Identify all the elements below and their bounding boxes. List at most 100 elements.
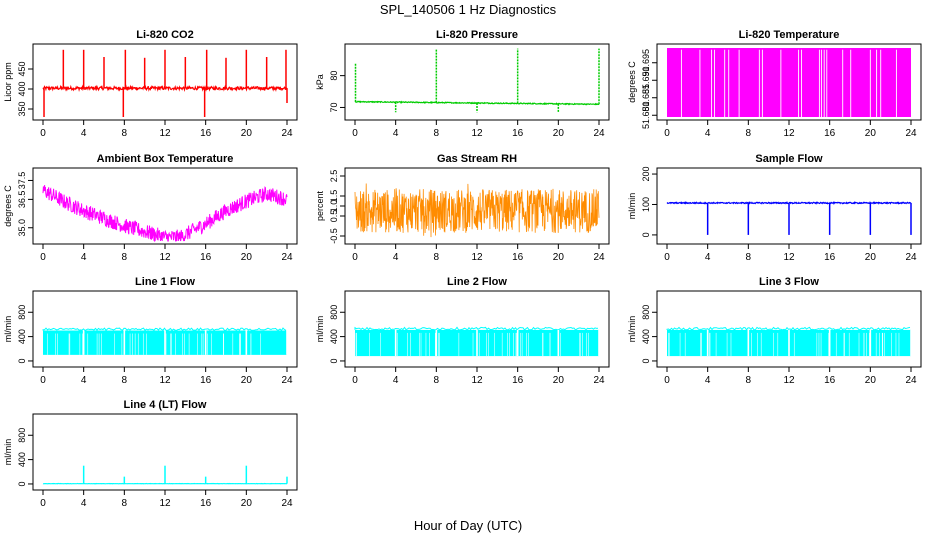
x-tick-label: 8 xyxy=(434,252,440,263)
y-axis-label: ml/min xyxy=(3,316,13,343)
chart-title: Line 3 Flow xyxy=(759,276,819,288)
data-gap xyxy=(706,329,709,357)
y-axis-label: Licor ppm xyxy=(3,62,13,102)
y-tick-label: 1.0 xyxy=(329,200,339,213)
chart-panel: Line 1 Flow 0 4 8 12 16 20 24 0 400 800 ml/min xyxy=(3,276,298,386)
x-tick-label: 0 xyxy=(352,128,358,139)
y-tick-label: 400 xyxy=(17,329,27,344)
chart-panel: Line 2 Flow 0 4 8 12 16 20 24 0 400 800 ml/min xyxy=(315,276,610,386)
x-tick-label: 4 xyxy=(393,128,399,139)
x-tick-label: 20 xyxy=(553,252,565,263)
data-gap xyxy=(728,49,730,117)
y-tick-label: 400 xyxy=(17,81,27,96)
data-gap xyxy=(580,332,581,357)
x-tick-label: 8 xyxy=(434,375,440,386)
data-gap xyxy=(910,329,912,357)
data-gap xyxy=(188,333,190,355)
chart-title: Line 1 Flow xyxy=(135,276,195,288)
data-gap xyxy=(724,49,726,117)
data-gap xyxy=(699,49,701,117)
data-gap xyxy=(132,333,133,355)
data-gap xyxy=(788,329,790,357)
x-tick-label: 20 xyxy=(241,375,253,386)
x-tick-label: 8 xyxy=(746,128,752,139)
data-gap xyxy=(842,49,844,117)
data-gap xyxy=(714,49,716,117)
y-tick-label: 51.685 xyxy=(641,84,651,112)
data-gap xyxy=(793,332,795,357)
data-gap xyxy=(588,332,589,357)
data-gap xyxy=(175,333,176,355)
chart-panel: Li-820 CO2 0 4 8 12 16 20 24 350 400 450 Licor ppm xyxy=(3,29,298,139)
data-gap xyxy=(419,332,420,357)
x-tick-label: 4 xyxy=(81,498,87,509)
data-gap xyxy=(898,332,900,357)
y-tick-label: 51.690 xyxy=(641,66,651,94)
data-gap xyxy=(875,332,877,357)
x-tick-label: 16 xyxy=(512,128,524,139)
data-top-edge xyxy=(354,326,599,331)
data-gap xyxy=(816,332,818,357)
data-gap xyxy=(711,49,713,117)
x-tick-label: 20 xyxy=(553,128,565,139)
data-gap xyxy=(773,332,774,357)
x-tick-label: 8 xyxy=(746,375,752,386)
data-gap xyxy=(586,332,587,357)
figure-title: SPL_140506 1 Hz Diagnostics xyxy=(379,2,557,17)
data-gap xyxy=(730,332,732,357)
data-gap xyxy=(87,333,89,355)
data-gap xyxy=(863,332,865,357)
x-tick-label: 12 xyxy=(159,252,171,263)
data-gap xyxy=(407,332,408,357)
data-gap xyxy=(780,49,782,117)
x-tick-label: 20 xyxy=(241,128,253,139)
data-gap xyxy=(286,330,288,355)
data-gap xyxy=(884,332,885,357)
data-gap xyxy=(486,332,487,357)
data-gap xyxy=(700,332,701,357)
x-tick-label: 24 xyxy=(593,252,605,263)
data-gap xyxy=(239,333,240,355)
x-tick-label: 8 xyxy=(122,252,128,263)
data-gap xyxy=(184,333,185,355)
chart-panel: Gas Stream RH 0 4 8 12 16 20 24 -0.5 0.51.01.5 2.5… xyxy=(315,153,610,263)
chart-title: Gas Stream RH xyxy=(437,153,517,165)
data-gap xyxy=(876,49,878,117)
x-tick-label: 8 xyxy=(434,128,440,139)
y-tick-label: 80 xyxy=(329,71,339,81)
data-gap xyxy=(579,332,580,357)
y-tick-label: 0 xyxy=(17,358,27,363)
x-tick-label: 0 xyxy=(664,375,670,386)
y-tick-label: 800 xyxy=(641,305,651,320)
y-axis-label: ml/min xyxy=(627,193,637,220)
y-tick-label: 36.5 xyxy=(17,191,27,209)
data-gap xyxy=(434,332,436,357)
x-tick-label: 0 xyxy=(40,252,46,263)
data-gap xyxy=(68,333,70,355)
y-axis-label: degrees C xyxy=(3,185,13,227)
x-tick-label: 24 xyxy=(281,375,293,386)
x-tick-label: 0 xyxy=(664,128,670,139)
chart-panel: Sample Flow 0 4 8 12 16 20 24 0 100 200 ml/min xyxy=(627,153,922,263)
figure-x-axis-label: Hour of Day (UTC) xyxy=(413,518,523,533)
data-gap xyxy=(880,49,882,117)
x-tick-label: 24 xyxy=(281,128,293,139)
data-gap xyxy=(848,332,850,357)
chart-title: Li-820 Temperature xyxy=(739,29,840,41)
data-gap xyxy=(369,332,370,357)
chart-panel: Li-820 Temperature 0 4 8 12 16 20 24 51.68051.68… xyxy=(627,29,922,139)
data-gap xyxy=(494,332,495,357)
data-gap xyxy=(356,332,357,357)
y-tick-label: 800 xyxy=(17,428,27,443)
y-tick-label: 51.695 xyxy=(641,49,651,77)
data-gap xyxy=(820,49,822,117)
data-gap xyxy=(420,332,422,357)
chart-title: Li-820 CO2 xyxy=(136,29,193,41)
data-gap xyxy=(121,333,123,355)
y-tick-label: 800 xyxy=(329,305,339,320)
data-gap xyxy=(738,49,740,117)
x-tick-label: 0 xyxy=(40,498,46,509)
data-gap xyxy=(858,332,860,357)
